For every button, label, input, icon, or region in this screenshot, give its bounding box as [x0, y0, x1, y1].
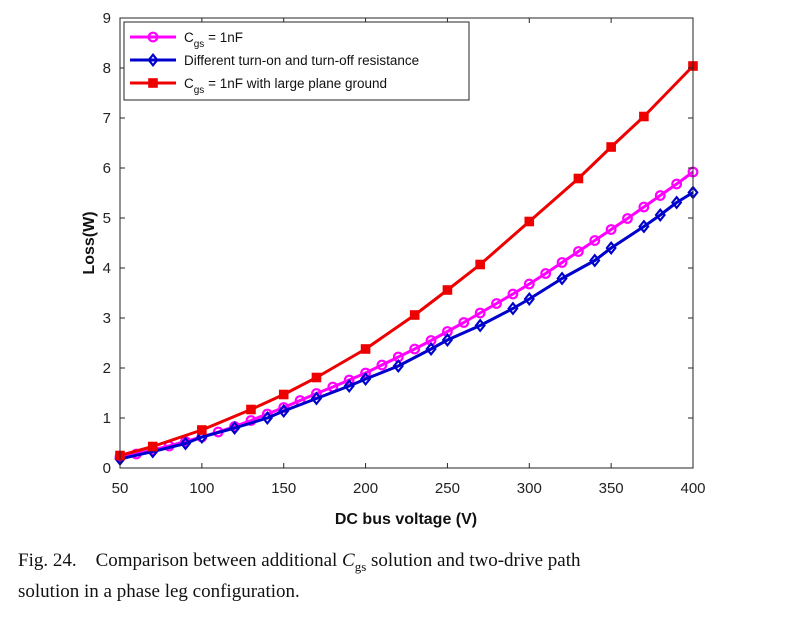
data-point	[540, 268, 552, 279]
data-point	[458, 317, 470, 328]
ticks-layer: 50 100 150 200 250 300 350 400 0 1 2 3 4 5 6 7 8 9	[103, 10, 706, 497]
data-point	[246, 404, 256, 415]
y-tick-label: 4	[103, 260, 111, 277]
data-point	[197, 425, 207, 435]
data-point	[524, 216, 535, 227]
data-point	[179, 436, 192, 451]
data-point	[556, 271, 568, 286]
data-point	[507, 288, 519, 300]
legend-swatch-marker	[148, 78, 158, 88]
series-1	[114, 185, 699, 467]
data-point	[622, 213, 633, 224]
x-tick-label: 200	[353, 480, 378, 497]
data-point	[310, 391, 323, 406]
data-point	[491, 298, 502, 309]
data-point	[442, 285, 453, 295]
caption-line-2: solution in a phase leg configuration.	[18, 580, 300, 602]
data-point	[523, 278, 535, 290]
x-tick-label: 250	[435, 480, 460, 497]
data-point	[638, 201, 650, 213]
legend-box	[123, 21, 470, 101]
data-point	[573, 246, 584, 257]
data-point	[605, 240, 617, 256]
data-point	[589, 253, 601, 268]
x-axis-title: DC bus voltage (V)	[335, 511, 477, 528]
data-point	[409, 343, 421, 355]
legend-entry-1: Different turn-on and turn-off resistanc…	[130, 52, 419, 68]
data-point	[441, 332, 454, 348]
data-point	[507, 301, 519, 316]
data-point	[278, 403, 290, 419]
legend-label: Cgs = 1nF	[184, 30, 243, 50]
data-point	[474, 318, 486, 333]
data-point	[638, 219, 650, 234]
data-point	[475, 259, 485, 270]
data-point	[639, 111, 649, 122]
legend-entry-2: Cgs = 1nF with large plane ground	[130, 76, 387, 96]
x-tick-label: 150	[271, 480, 296, 497]
data-point	[311, 372, 322, 383]
data-point	[359, 371, 372, 387]
y-tick-label: 9	[103, 10, 111, 27]
data-point	[654, 207, 666, 223]
legend-swatch-marker	[147, 52, 159, 68]
y-axis-title: Loss(W)	[81, 211, 98, 274]
caption-text-after: solution and two-drive path	[366, 550, 581, 571]
y-tick-label: 7	[103, 110, 111, 127]
data-point	[605, 224, 617, 235]
x-tick-label: 350	[599, 480, 624, 497]
data-point	[573, 173, 584, 184]
data-point	[147, 441, 158, 452]
legend-label: Cgs = 1nF with large plane ground	[184, 76, 387, 96]
data-point	[278, 389, 289, 400]
caption-label: Fig. 24.	[18, 550, 77, 571]
data-point	[523, 291, 535, 307]
y-tick-label: 5	[103, 210, 111, 227]
data-point	[360, 367, 371, 379]
data-point	[654, 190, 666, 201]
data-point	[343, 378, 355, 394]
caption-symbol: Cgs	[342, 550, 367, 574]
data-point	[360, 344, 371, 354]
data-point	[671, 178, 683, 190]
x-tick-label: 50	[112, 480, 129, 497]
data-point	[556, 257, 568, 268]
legend-label: Different turn-on and turn-off resistanc…	[184, 53, 419, 68]
data-point	[261, 410, 273, 426]
data-point	[670, 195, 683, 210]
series-line	[119, 191, 694, 461]
legend-entry-0: Cgs = 1nF	[130, 30, 243, 50]
y-tick-label: 8	[103, 60, 111, 77]
data-point	[376, 359, 388, 371]
data-point	[196, 429, 208, 445]
data-point	[425, 341, 437, 357]
caption-text-before: Comparison between additional	[95, 550, 343, 571]
y-tick-label: 0	[103, 460, 111, 477]
data-point	[228, 420, 241, 436]
x-tick-label: 100	[189, 480, 214, 497]
caption-line-1: Fig. 24. Comparison between additional C…	[18, 548, 778, 579]
plot-frame	[119, 17, 694, 469]
data-point	[589, 235, 601, 246]
data-point	[392, 358, 404, 374]
data-point	[409, 310, 420, 320]
series-layer	[114, 61, 699, 467]
x-tick-label: 400	[680, 480, 705, 497]
loss-vs-voltage-chart: 50 100 150 200 250 300 350 400 0 1 2 3 4 5 6 7 8 9 DC bus…	[81, 10, 706, 528]
y-tick-label: 3	[103, 310, 111, 327]
data-point	[343, 374, 355, 386]
figure-caption: Fig. 24. Comparison between additional C…	[18, 548, 778, 604]
legend-swatch-marker	[147, 31, 159, 43]
y-tick-label: 2	[103, 360, 111, 377]
y-tick-label: 1	[103, 410, 111, 427]
y-tick-label: 6	[103, 160, 111, 177]
data-point	[606, 142, 616, 152]
x-tick-label: 300	[517, 480, 542, 497]
data-point	[474, 307, 486, 319]
legend: Cgs = 1nF Different turn-on and turn-off …	[123, 21, 470, 101]
